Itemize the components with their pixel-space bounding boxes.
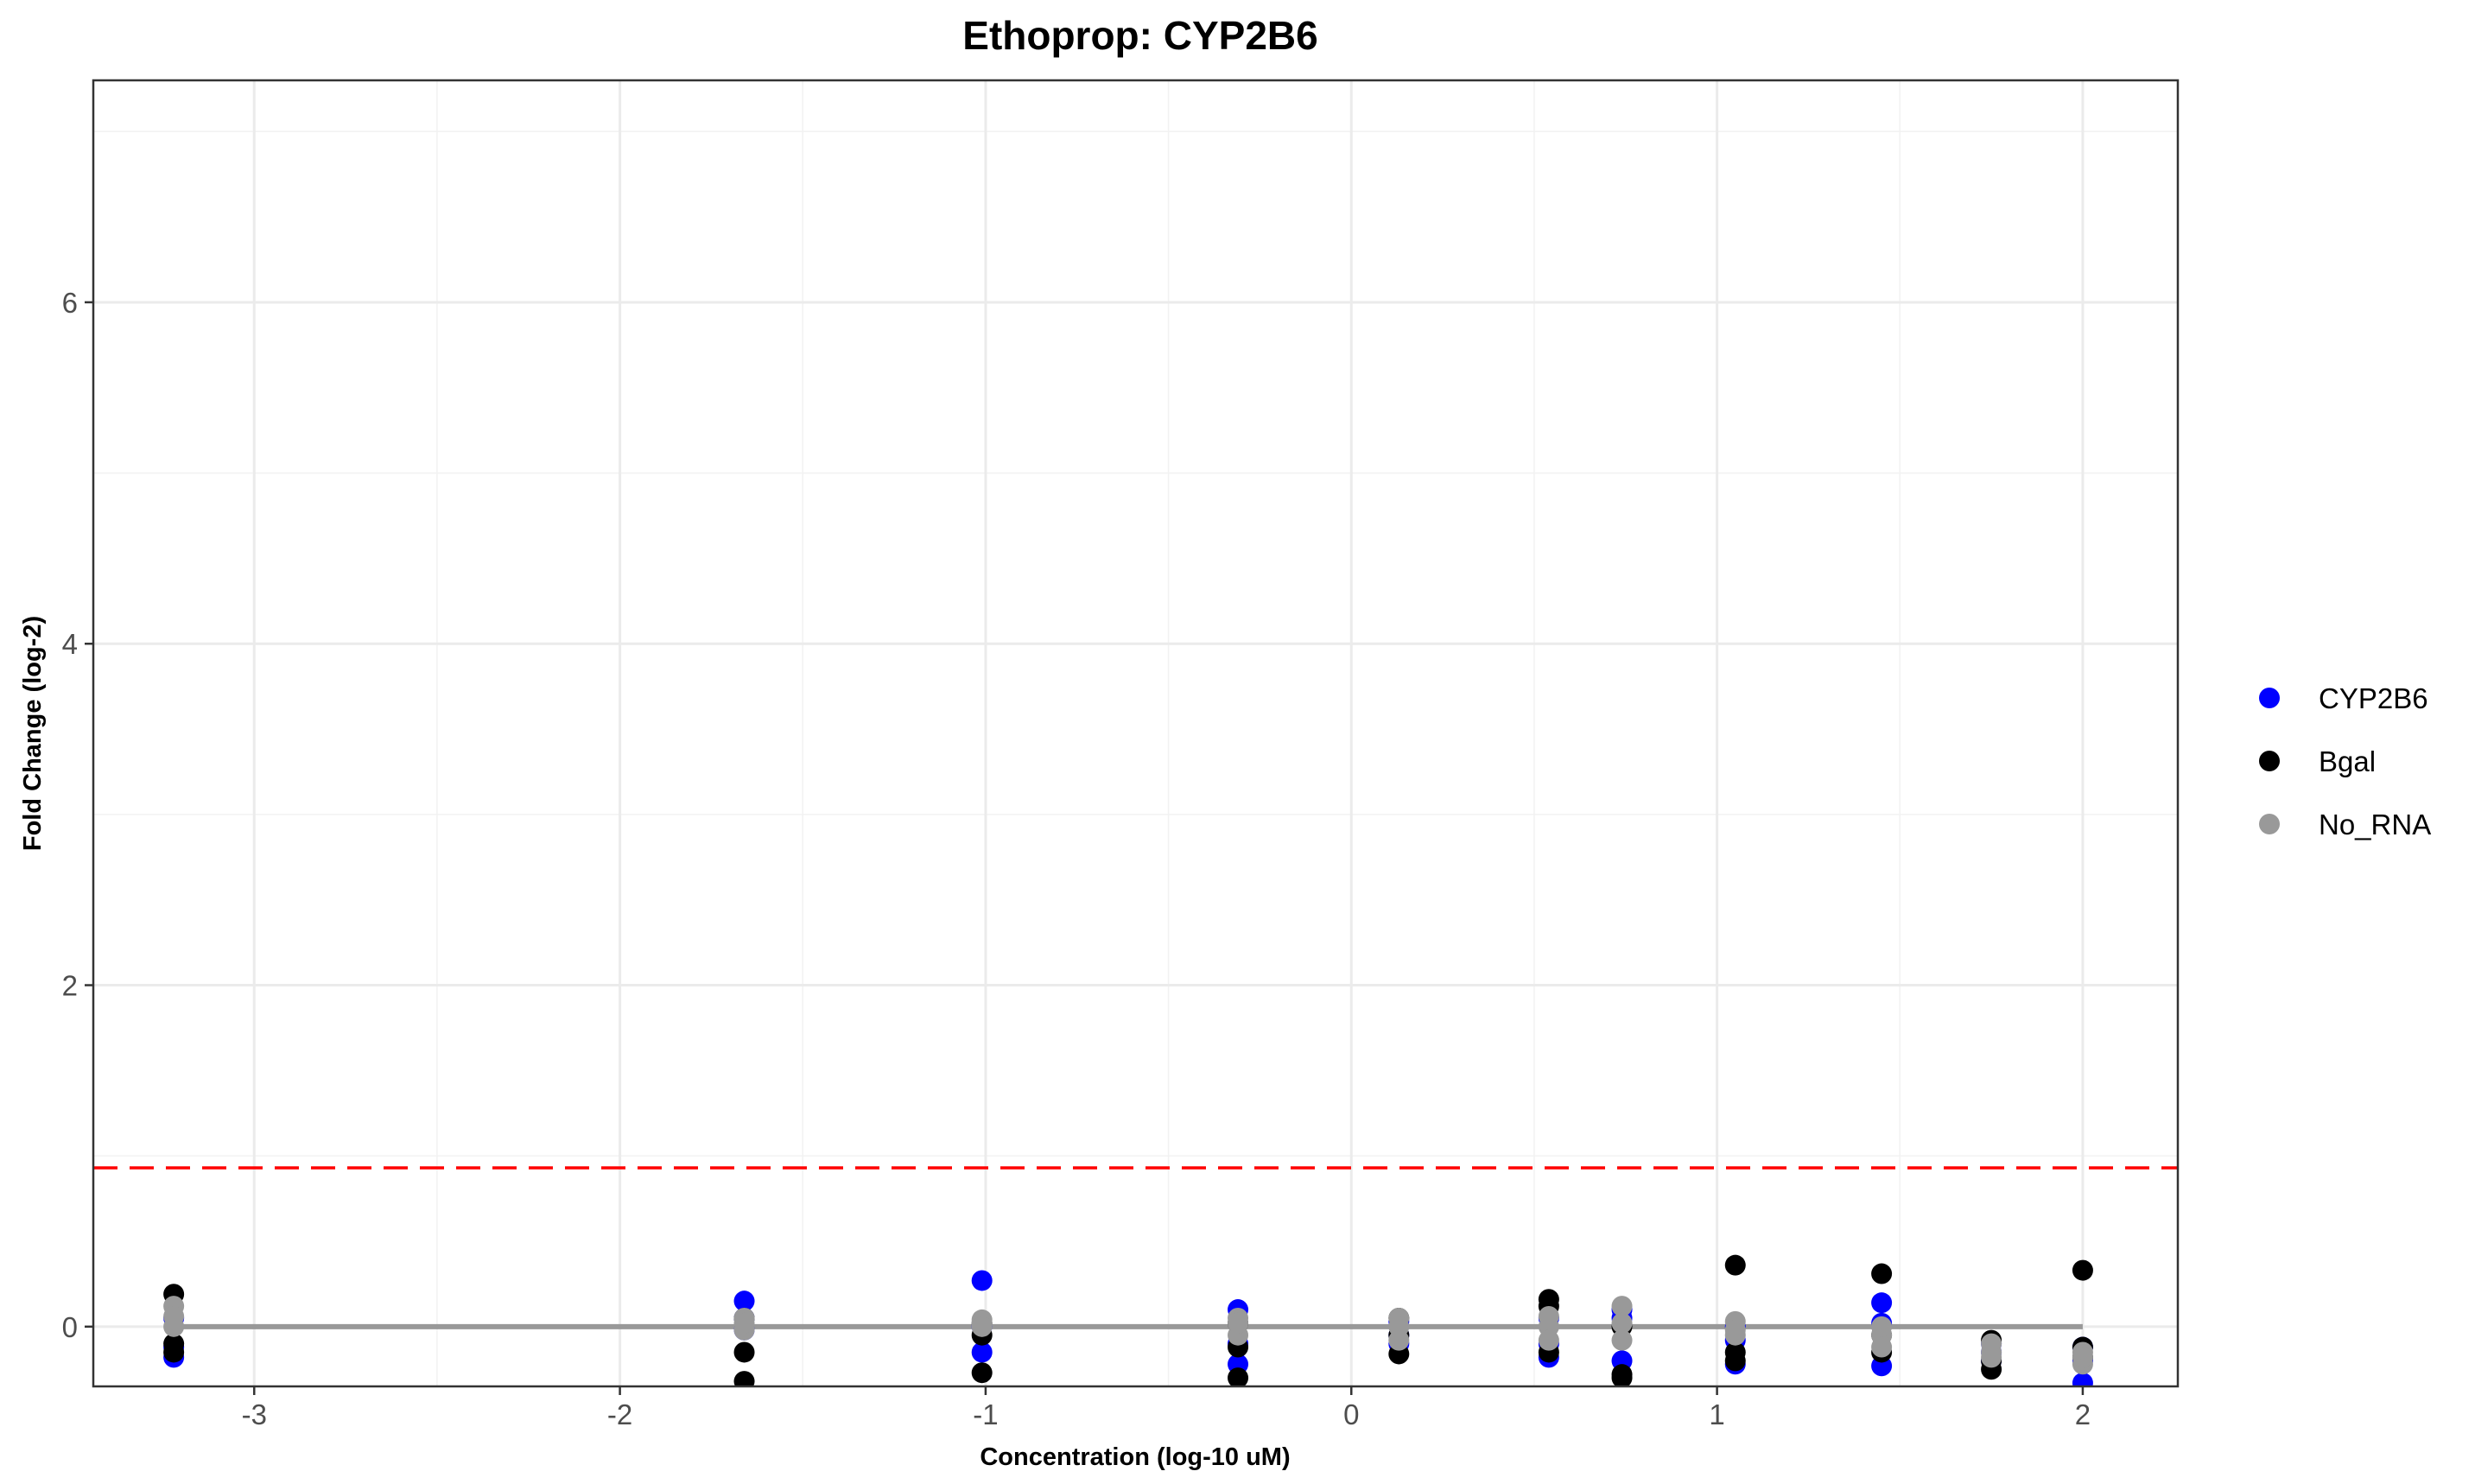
data-point-cyp2b6: [2072, 1373, 2093, 1386]
points-layer: [163, 1254, 2093, 1386]
data-point-no-rna: [1724, 1319, 1746, 1341]
data-point-bgal: [163, 1341, 185, 1363]
data-point-no-rna: [1611, 1296, 1633, 1317]
legend-label: CYP2B6: [2319, 682, 2428, 714]
x-axis-title: Concentration (log-10 uM): [980, 1443, 1290, 1471]
data-point-cyp2b6: [971, 1270, 993, 1291]
data-point-no-rna: [1228, 1312, 1249, 1334]
data-point-bgal: [733, 1371, 755, 1386]
y-axis-title: Fold Change (log-2): [19, 616, 47, 851]
data-point-cyp2b6: [733, 1291, 755, 1312]
data-point-cyp2b6: [971, 1341, 993, 1363]
x-tick-label: 1: [1709, 1398, 1724, 1430]
grid-minor: [93, 80, 2178, 1386]
legend-key: [2259, 688, 2280, 708]
x-tick-label: 0: [1343, 1398, 1359, 1430]
grid-major: [93, 80, 2178, 1386]
x-tick-label: 2: [2075, 1398, 2091, 1430]
plot-panel-border: [92, 79, 2180, 1388]
y-tick-label: 4: [62, 628, 78, 660]
data-point-no-rna: [1538, 1305, 1559, 1327]
data-point-bgal: [1871, 1263, 1893, 1284]
data-point-bgal: [733, 1341, 755, 1363]
data-point-bgal: [1611, 1367, 1633, 1386]
legend-key: [2259, 814, 2280, 834]
x-tick-label: -2: [607, 1398, 632, 1430]
data-point-no-rna: [1611, 1329, 1633, 1351]
data-point-no-rna: [1871, 1316, 1893, 1337]
y-axis: 0 2 4 6: [62, 287, 93, 1343]
chart-title: Ethoprop: CYP2B6: [962, 13, 1317, 58]
legend-label: Bgal: [2319, 745, 2376, 777]
x-axis: -3 -2 -1 0 1 2: [242, 1386, 2091, 1430]
data-point-no-rna: [733, 1312, 755, 1334]
legend-key: [2259, 751, 2280, 771]
legend: CYP2B6 Bgal No_RNA: [2259, 682, 2431, 840]
data-point-bgal: [1724, 1254, 1746, 1276]
data-point-no-rna: [163, 1305, 185, 1327]
data-point-no-rna: [2072, 1347, 2093, 1368]
x-tick-label: -1: [973, 1398, 998, 1430]
data-point-no-rna: [1871, 1336, 1893, 1358]
data-point-bgal: [2072, 1259, 2093, 1281]
data-point-bgal: [1724, 1341, 1746, 1363]
y-tick-label: 0: [62, 1311, 78, 1343]
data-point-bgal: [1228, 1367, 1249, 1386]
legend-label: No_RNA: [2319, 809, 2431, 840]
data-point-no-rna: [1388, 1316, 1410, 1337]
data-point-no-rna: [1981, 1333, 2002, 1354]
y-tick-label: 2: [62, 970, 78, 1002]
data-point-bgal: [971, 1362, 993, 1384]
data-point-no-rna: [1538, 1329, 1559, 1351]
y-tick-label: 6: [62, 287, 78, 319]
data-point-no-rna: [971, 1316, 993, 1337]
x-tick-label: -3: [242, 1398, 267, 1430]
data-point-no-rna: [1611, 1312, 1633, 1334]
data-point-cyp2b6: [1871, 1292, 1893, 1314]
